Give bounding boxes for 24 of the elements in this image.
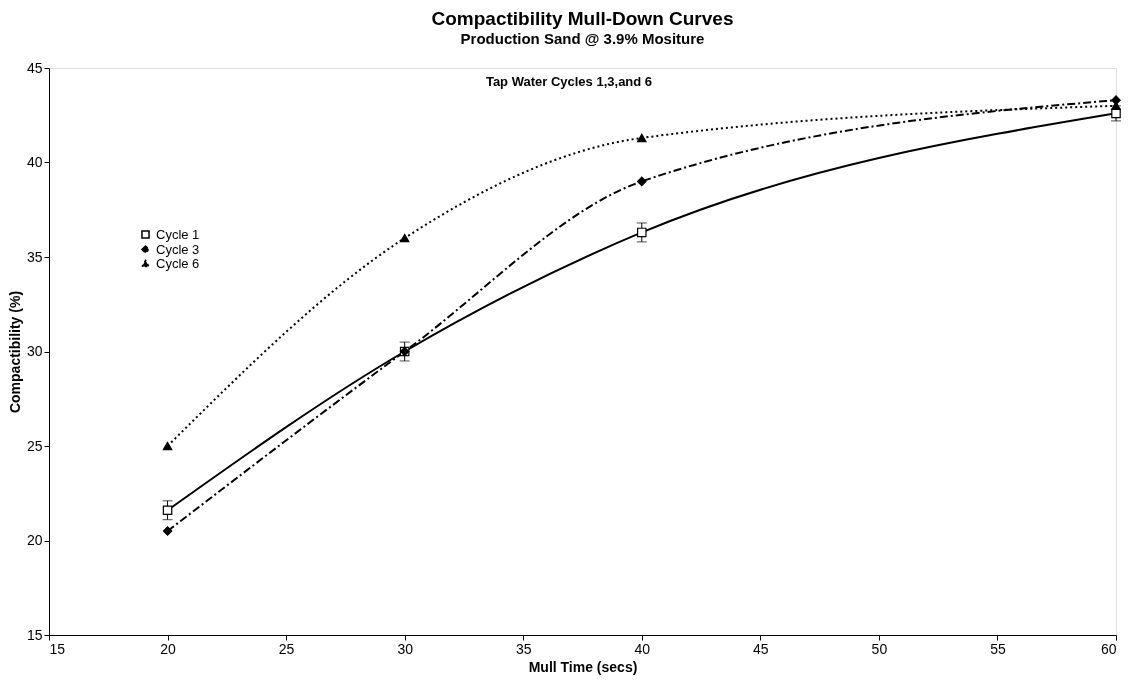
x-tick-label: 30	[397, 640, 414, 657]
x-tick-label: 40	[634, 640, 651, 657]
legend-label: Cycle 3	[156, 241, 200, 257]
x-tick-label: 15	[49, 640, 66, 657]
x-tick-label: 25	[278, 640, 295, 657]
annotation: Tap Water Cycles 1,3,and 6	[485, 74, 653, 89]
y-axis-title: Compactibility (%)	[6, 290, 23, 414]
chart-subtitle: Production Sand @ 3.9% Mositure	[460, 30, 705, 47]
y-tick-label: 45	[26, 59, 43, 76]
x-tick-label: 20	[160, 640, 177, 657]
x-axis-title: Mull Time (secs)	[528, 658, 638, 675]
x-tick-label: 60	[1100, 640, 1117, 657]
chart-title: Compactibility Mull-Down Curves	[431, 8, 734, 29]
x-tick-label: 35	[515, 640, 532, 657]
y-tick-label: 30	[26, 343, 43, 359]
legend-label: Cycle 1	[156, 226, 200, 242]
y-tick-label: 40	[26, 154, 43, 170]
y-tick-label: 15	[26, 626, 43, 643]
x-tick-label: 55	[990, 640, 1006, 657]
x-tick-label: 45	[753, 640, 769, 657]
x-tick-label: 50	[871, 640, 888, 657]
y-tick-label: 25	[26, 437, 43, 454]
y-tick-label: 35	[26, 248, 43, 265]
y-tick-label: 20	[26, 532, 43, 548]
